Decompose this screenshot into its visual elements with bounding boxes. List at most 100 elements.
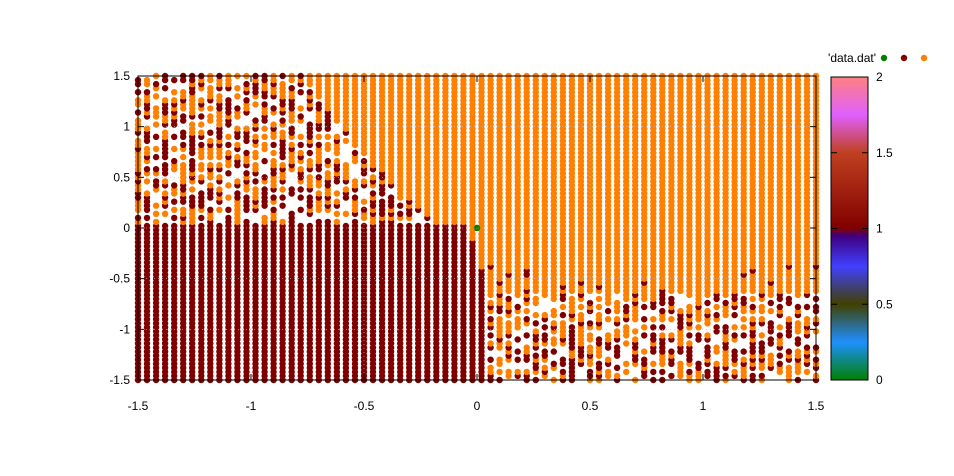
point-maroon	[776, 303, 783, 311]
point-orange	[216, 93, 223, 100]
point-maroon	[171, 222, 178, 230]
point-orange	[677, 360, 684, 367]
point-orange	[604, 316, 612, 323]
point-orange	[550, 307, 557, 315]
point-maroon	[749, 372, 756, 380]
point-maroon	[785, 348, 793, 355]
point-orange	[252, 162, 259, 169]
point-maroon	[351, 149, 359, 157]
point-maroon	[740, 348, 747, 355]
point-maroon	[360, 157, 368, 165]
point-orange	[369, 174, 377, 181]
point-orange	[234, 85, 241, 92]
point-maroon	[152, 133, 160, 140]
point-maroon	[659, 307, 666, 315]
point-orange	[180, 206, 187, 213]
point-maroon	[261, 174, 268, 181]
point-maroon	[713, 311, 720, 319]
point-orange	[171, 206, 178, 213]
point-maroon	[650, 332, 657, 339]
point-orange	[487, 364, 494, 371]
point-maroon	[650, 368, 657, 376]
point-maroon	[613, 364, 621, 371]
point-maroon	[731, 311, 738, 319]
point-maroon	[143, 214, 151, 222]
point-orange	[234, 141, 241, 149]
point-orange	[143, 178, 151, 185]
point-orange	[225, 182, 232, 189]
point-maroon	[161, 162, 169, 169]
point-orange	[713, 360, 720, 367]
point-maroon	[686, 332, 693, 339]
point-orange	[324, 170, 331, 177]
point-orange	[171, 89, 178, 96]
point-orange	[740, 324, 747, 331]
point-maroon	[171, 182, 178, 189]
point-orange	[297, 105, 304, 112]
point-maroon	[342, 222, 350, 230]
point-maroon	[776, 360, 783, 367]
point-maroon	[704, 344, 711, 351]
point-maroon	[351, 194, 359, 201]
point-maroon	[523, 332, 530, 339]
point-orange	[623, 368, 630, 376]
point-orange	[198, 129, 205, 136]
point-orange	[225, 133, 232, 140]
point-orange	[288, 141, 295, 149]
point-orange	[650, 360, 657, 367]
point-orange	[586, 344, 594, 351]
point-maroon	[568, 324, 576, 331]
point-orange	[252, 186, 259, 193]
point-orange	[342, 137, 350, 145]
point-orange	[704, 307, 711, 315]
point-orange	[152, 218, 160, 226]
point-maroon	[297, 113, 304, 120]
point-maroon	[270, 141, 277, 149]
point-orange	[641, 348, 648, 355]
point-maroon	[161, 85, 169, 92]
point-orange	[686, 340, 693, 347]
point-maroon	[406, 222, 413, 230]
point-maroon	[514, 336, 521, 343]
point-maroon	[731, 332, 738, 339]
point-orange	[252, 133, 259, 140]
point-orange	[152, 105, 160, 112]
point-maroon	[306, 194, 313, 201]
point-orange	[225, 194, 232, 201]
point-orange	[315, 133, 322, 140]
point-orange	[306, 157, 313, 165]
point-maroon	[252, 117, 259, 124]
point-maroon	[171, 214, 178, 222]
point-maroon	[586, 299, 594, 307]
point-maroon	[143, 89, 151, 96]
point-orange	[180, 89, 187, 96]
point-orange	[586, 332, 594, 339]
point-orange	[198, 97, 205, 104]
point-maroon	[586, 368, 594, 376]
point-orange	[234, 153, 241, 161]
point-maroon	[351, 218, 359, 226]
point-maroon	[189, 157, 196, 165]
point-maroon	[668, 372, 675, 380]
point-orange	[785, 316, 793, 323]
point-maroon	[686, 368, 693, 376]
point-orange	[740, 316, 747, 323]
point-maroon	[541, 332, 548, 339]
point-orange	[152, 210, 160, 217]
point-maroon	[297, 141, 304, 149]
point-orange	[333, 210, 341, 217]
point-orange	[216, 174, 223, 181]
point-maroon	[243, 194, 250, 201]
point-orange	[234, 93, 241, 100]
point-orange	[360, 178, 368, 185]
point-orange	[261, 133, 268, 140]
point-orange	[152, 145, 160, 153]
point-maroon	[315, 141, 322, 149]
point-maroon	[541, 324, 548, 331]
point-orange	[152, 202, 160, 209]
point-maroon	[198, 113, 205, 120]
point-maroon	[171, 133, 178, 140]
point-orange	[198, 162, 205, 169]
point-maroon	[387, 194, 395, 201]
point-orange	[514, 368, 521, 376]
